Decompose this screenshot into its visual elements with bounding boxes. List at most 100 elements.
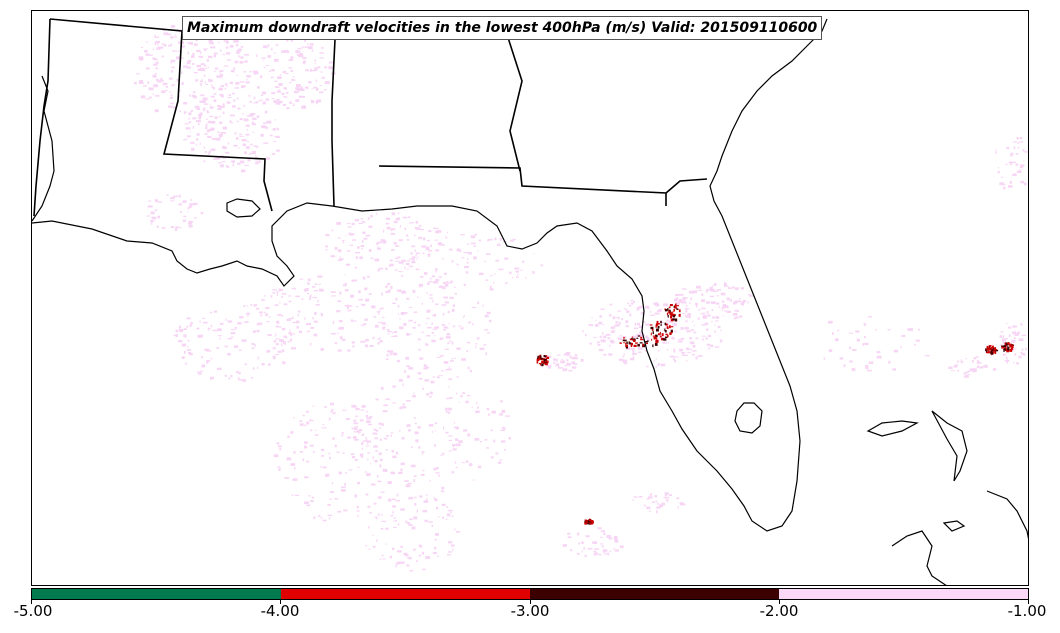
field-speckle xyxy=(203,48,208,50)
field-speckle xyxy=(431,322,433,325)
field-speckle xyxy=(459,249,462,252)
field-speckle xyxy=(357,429,361,433)
field-speckle xyxy=(340,486,346,488)
field-speckle xyxy=(309,444,314,447)
field-speckle xyxy=(418,554,422,557)
field-speckle xyxy=(283,303,288,306)
field-speckle xyxy=(960,359,962,363)
field-core-speckle xyxy=(654,343,658,346)
field-speckle xyxy=(298,330,303,334)
field-speckle xyxy=(354,494,358,498)
field-speckle xyxy=(692,353,695,356)
field-speckle xyxy=(244,54,249,56)
field-speckle xyxy=(633,496,638,498)
field-speckle xyxy=(385,398,390,401)
field-speckle xyxy=(189,205,192,208)
field-speckle xyxy=(1003,186,1006,190)
field-speckle xyxy=(308,495,311,497)
field-speckle xyxy=(188,220,193,224)
field-speckle xyxy=(407,268,409,270)
field-speckle xyxy=(204,348,210,351)
field-speckle xyxy=(400,275,404,277)
field-speckle xyxy=(472,479,475,481)
field-speckle xyxy=(995,149,997,151)
field-speckle xyxy=(375,450,378,452)
field-speckle xyxy=(289,329,291,332)
field-core-speckle xyxy=(626,341,628,344)
field-speckle xyxy=(432,376,435,378)
field-speckle xyxy=(351,456,356,459)
field-speckle xyxy=(206,129,210,133)
field-core-speckle xyxy=(543,362,546,365)
field-speckle xyxy=(646,337,650,340)
field-speckle xyxy=(146,215,151,217)
field-core-speckle xyxy=(650,332,652,336)
field-speckle xyxy=(232,105,236,108)
field-speckle xyxy=(604,553,607,555)
field-speckle xyxy=(281,293,287,295)
field-speckle xyxy=(199,80,203,83)
field-speckle xyxy=(367,217,370,220)
field-speckle xyxy=(330,402,334,406)
field-core-speckle xyxy=(985,350,988,352)
field-speckle xyxy=(1002,335,1005,338)
field-speckle xyxy=(371,305,376,309)
field-speckle xyxy=(334,498,339,500)
field-speckle xyxy=(718,306,721,308)
field-speckle xyxy=(733,301,737,305)
field-speckle xyxy=(358,433,360,435)
field-speckle xyxy=(609,344,611,347)
field-speckle xyxy=(440,286,443,289)
field-speckle xyxy=(368,526,370,529)
field-speckle xyxy=(199,320,201,323)
field-speckle xyxy=(443,426,445,430)
field-speckle xyxy=(439,244,445,246)
field-speckle xyxy=(224,374,227,377)
field-speckle xyxy=(415,254,417,257)
field-speckle xyxy=(405,263,410,266)
field-core-speckle xyxy=(668,309,671,313)
field-speckle xyxy=(166,33,172,36)
field-speckle xyxy=(394,260,400,262)
field-speckle xyxy=(178,227,182,228)
field-speckle xyxy=(234,327,237,329)
field-speckle xyxy=(202,97,208,101)
field-speckle xyxy=(375,445,378,448)
field-speckle xyxy=(426,282,430,285)
field-speckle xyxy=(622,360,628,363)
field-speckle xyxy=(713,290,718,293)
field-speckle xyxy=(171,71,173,73)
field-core-speckle xyxy=(656,320,659,324)
field-speckle xyxy=(275,102,281,105)
colorbar-segment-1 xyxy=(32,589,281,599)
field-speckle xyxy=(353,422,359,425)
field-speckle xyxy=(716,289,722,291)
field-speckle xyxy=(221,96,224,98)
field-speckle xyxy=(468,321,471,324)
field-speckle xyxy=(1017,146,1020,149)
field-speckle xyxy=(1010,152,1014,156)
field-speckle xyxy=(161,43,164,45)
field-speckle xyxy=(183,334,187,338)
field-speckle xyxy=(1008,334,1011,338)
field-speckle xyxy=(204,81,207,84)
field-speckle xyxy=(320,312,323,316)
field-core-speckle xyxy=(662,338,664,341)
field-speckle xyxy=(625,320,629,323)
field-speckle xyxy=(452,444,456,447)
field-speckle xyxy=(479,347,485,350)
field-speckle xyxy=(346,250,351,252)
field-speckle xyxy=(971,369,977,373)
field-speckle xyxy=(435,270,437,273)
field-speckle xyxy=(389,264,392,267)
field-speckle xyxy=(187,352,192,354)
field-speckle xyxy=(685,315,690,318)
field-speckle xyxy=(390,228,396,231)
field-speckle xyxy=(209,115,214,117)
field-speckle xyxy=(272,128,276,131)
field-speckle xyxy=(678,293,684,296)
field-speckle xyxy=(377,246,379,248)
field-speckle xyxy=(211,138,216,140)
field-speckle xyxy=(209,41,214,45)
field-speckle xyxy=(397,256,401,258)
